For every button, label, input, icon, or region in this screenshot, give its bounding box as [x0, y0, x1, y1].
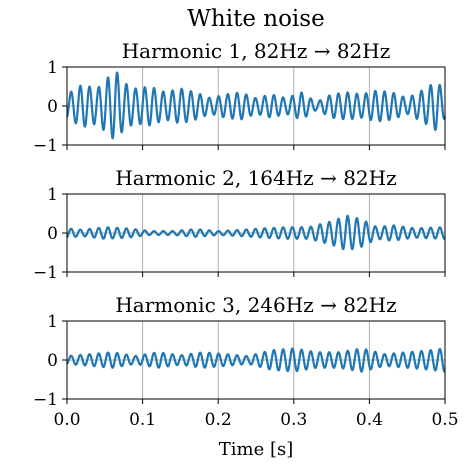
xtick-label-3: 0.3: [280, 410, 307, 430]
xtick-label-2: 0.2: [205, 410, 232, 430]
xtick-label-0: 0.0: [53, 410, 80, 430]
ytick-label-0: −1: [33, 390, 58, 410]
ytick-label-1: 0: [47, 351, 58, 371]
panel-2-title: Harmonic 2, 164Hz → 82Hz: [115, 166, 396, 190]
ytick-label-2: 1: [47, 185, 58, 205]
xtick-label-5: 0.5: [431, 410, 458, 430]
panel-2: Harmonic 2, 164Hz → 82Hz −1 0 1: [33, 166, 446, 283]
ytick-label-1: 0: [47, 224, 58, 244]
ytick-label-1: 0: [47, 97, 58, 117]
figure-title: White noise: [187, 6, 324, 32]
ytick-label-2: 1: [47, 312, 58, 332]
ytick-label-0: −1: [33, 136, 58, 156]
panel-2-xticks: [66, 272, 446, 277]
panel-3-xticks: [66, 399, 446, 404]
panel-1-title: Harmonic 1, 82Hz → 82Hz: [122, 39, 391, 63]
panel-3-title: Harmonic 3, 246Hz → 82Hz: [115, 293, 396, 317]
panel-2-series-line: [66, 214, 446, 251]
panel-1-xticks: [66, 145, 446, 150]
panel-2-yticks: −1 0 1: [33, 185, 67, 283]
ytick-label-0: −1: [33, 263, 58, 283]
panel-3-yticks: −1 0 1: [33, 312, 67, 410]
xtick-label-4: 0.4: [356, 410, 383, 430]
panel-1-series-line: [65, 71, 447, 140]
xtick-label-1: 0.1: [129, 410, 156, 430]
x-axis-label: Time [s]: [219, 439, 294, 460]
panel-3-xtick-labels: 0.0 0.1 0.2 0.3 0.4 0.5: [53, 410, 458, 430]
ytick-label-2: 1: [47, 58, 58, 78]
panel-3: Harmonic 3, 246Hz → 82Hz −101 0.0 0.1 0.2 0…: [33, 293, 459, 430]
panel-1: Harmonic 1, 82Hz → 82Hz −1 0 1: [33, 39, 447, 156]
panel-1-yticks: −1 0 1: [33, 58, 67, 156]
panel-3-series-line: [66, 347, 446, 373]
